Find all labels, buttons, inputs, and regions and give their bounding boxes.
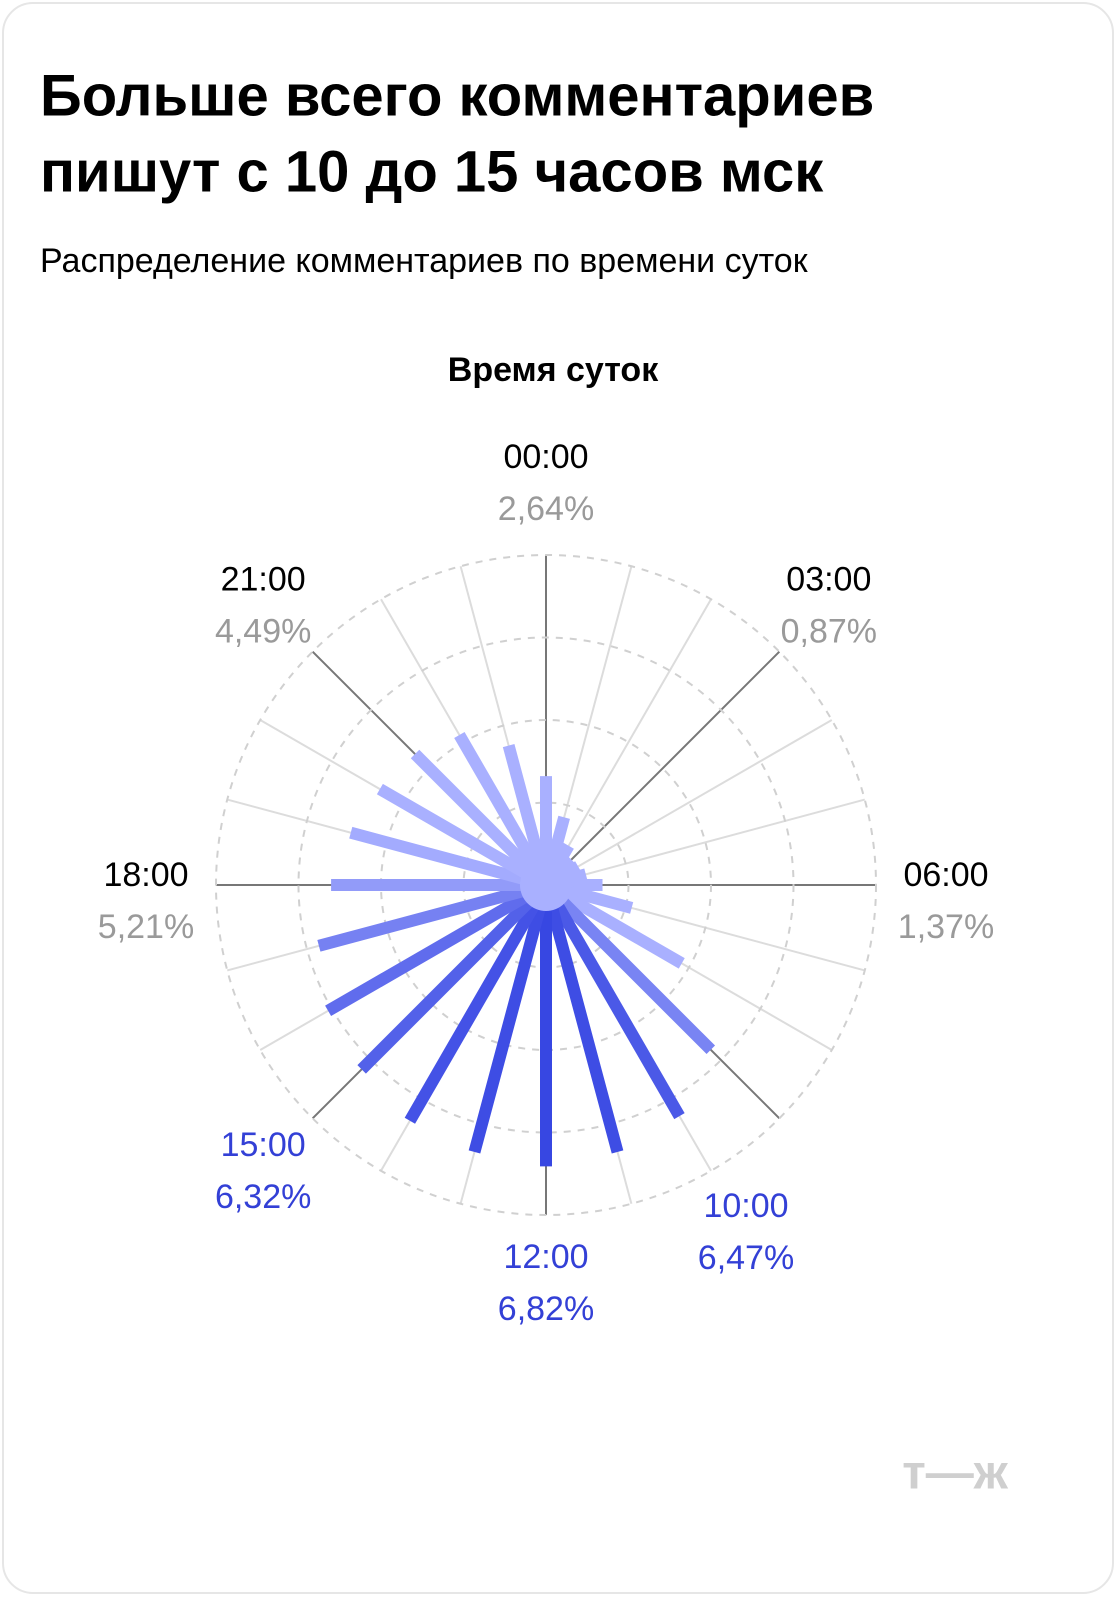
value-label: 6,47% <box>698 1239 794 1277</box>
spoke <box>545 650 781 886</box>
category-label: 18:00 <box>103 856 188 894</box>
grid-circle <box>215 554 877 1216</box>
category-label: 06:00 <box>903 856 988 894</box>
bar <box>357 880 551 1074</box>
bar <box>376 783 549 891</box>
bar <box>540 883 624 1154</box>
category-label: 21:00 <box>221 560 306 598</box>
value-label: 1,37% <box>898 908 994 946</box>
bar <box>454 731 552 889</box>
category-label: 03:00 <box>786 560 871 598</box>
category-label: 10:00 <box>703 1187 788 1225</box>
axis-title: Время суток <box>448 351 659 389</box>
value-label: 0,87% <box>781 612 877 650</box>
bar <box>317 879 548 952</box>
grid-circle <box>297 636 795 1134</box>
chart-title: Больше всего комментариев <box>40 63 874 128</box>
bar <box>541 880 716 1055</box>
logo: т—ж <box>902 1447 1009 1500</box>
bar <box>410 749 551 890</box>
spoke <box>545 719 833 886</box>
spoke <box>545 798 866 886</box>
bar <box>543 879 685 969</box>
center-hub <box>520 859 572 911</box>
value-label: 5,21% <box>98 908 194 946</box>
chart-subtitle: Распределение комментариев по времени су… <box>40 242 809 280</box>
value-label: 6,32% <box>215 1178 311 1216</box>
spoke <box>545 598 712 886</box>
category-label: 00:00 <box>503 438 588 476</box>
bar <box>468 883 552 1154</box>
bar <box>540 882 685 1120</box>
value-label: 4,49% <box>215 612 311 650</box>
bar <box>325 879 550 1017</box>
bar <box>349 826 548 891</box>
category-label: 15:00 <box>221 1126 306 1164</box>
value-label: 6,82% <box>498 1290 594 1328</box>
bar <box>404 881 552 1124</box>
value-label: 2,64% <box>498 490 594 528</box>
category-label: 12:00 <box>503 1238 588 1276</box>
chart-title: пишут с 10 до 15 часов мск <box>40 139 824 204</box>
